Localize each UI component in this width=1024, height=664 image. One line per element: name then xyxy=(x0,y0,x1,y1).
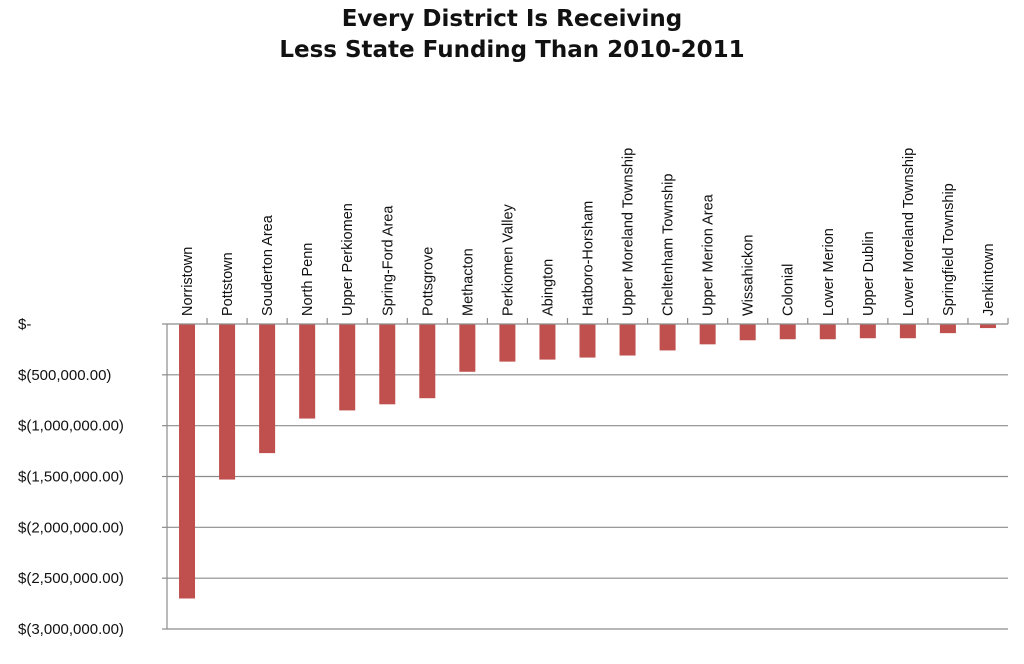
bars xyxy=(179,324,996,599)
bar xyxy=(579,324,596,358)
category-label: Upper Perkiomen xyxy=(340,203,356,316)
category-label: Lower Moreland Township xyxy=(901,148,917,316)
category-label: Colonial xyxy=(781,264,797,316)
chart-title-line-1: Every District Is Receiving xyxy=(341,6,683,32)
bar xyxy=(619,324,636,356)
chart-title: Every District Is Receiving Less State F… xyxy=(0,4,1024,66)
bar xyxy=(739,324,756,341)
category-label: Pottstown xyxy=(220,252,236,316)
category-label: Wissahickon xyxy=(741,235,757,316)
bar xyxy=(539,324,556,360)
category-label: Cheltenham Township xyxy=(661,174,677,316)
category-label: Souderton Area xyxy=(260,214,276,316)
bar xyxy=(499,324,516,362)
bar xyxy=(459,324,476,372)
bar xyxy=(299,324,316,419)
bar xyxy=(339,324,356,411)
bar xyxy=(379,324,396,405)
category-label: Hatboro-Horsham xyxy=(581,201,597,316)
category-label: Abington xyxy=(540,259,556,316)
bar xyxy=(819,324,836,340)
bar xyxy=(219,324,236,480)
category-label: Upper Dublin xyxy=(861,231,877,316)
category-label: Upper Merion Area xyxy=(701,193,717,316)
category-label: Pottsgrove xyxy=(420,247,436,316)
bar xyxy=(699,324,716,345)
y-tick-label: $- xyxy=(18,316,31,333)
y-tick-label: $(2,500,000.00) xyxy=(18,570,124,587)
y-tick-labels: $- $(500,000.00) $(1,000,000.00) $(1,500,00… xyxy=(18,316,124,638)
category-label: North Penn xyxy=(300,243,316,316)
category-label: Norristown xyxy=(180,247,196,316)
category-label: Spring-Ford Area xyxy=(380,205,396,316)
bar xyxy=(179,324,196,599)
category-label: Lower Merion xyxy=(821,228,837,316)
category-labels: Norristown Pottstown Souderton Area North P… xyxy=(180,148,997,316)
category-label: Springfield Township xyxy=(941,183,957,316)
y-tick-label: $(500,000.00) xyxy=(18,367,111,384)
bar xyxy=(419,324,436,399)
bar xyxy=(259,324,276,454)
bar xyxy=(859,324,876,339)
category-label: Perkiomen Valley xyxy=(500,203,516,316)
y-tick-label: $(1,500,000.00) xyxy=(18,469,124,486)
gridlines xyxy=(167,374,1008,630)
bar xyxy=(899,324,916,339)
category-label: Jenkintown xyxy=(981,243,997,316)
axes xyxy=(162,318,1009,630)
y-tick-label: $(3,000,000.00) xyxy=(18,621,124,638)
chart-title-line-2: Less State Funding Than 2010-2011 xyxy=(279,37,745,63)
bar xyxy=(659,324,676,351)
bar xyxy=(939,324,956,334)
y-tick-label: $(2,000,000.00) xyxy=(18,519,124,536)
category-label: Upper Moreland Township xyxy=(621,148,637,316)
bar xyxy=(779,324,796,340)
y-tick-label: $(1,000,000.00) xyxy=(18,418,124,435)
bar xyxy=(979,324,996,329)
category-label: Methacton xyxy=(460,248,476,316)
